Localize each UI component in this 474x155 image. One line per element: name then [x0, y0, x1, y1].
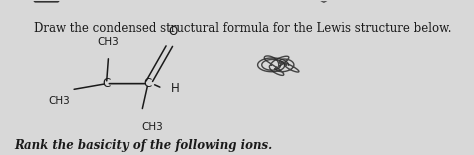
Text: O: O — [168, 24, 177, 38]
Text: CH3: CH3 — [48, 96, 70, 106]
Text: Rank the basicity of the following ions.: Rank the basicity of the following ions. — [15, 139, 273, 152]
Text: Draw the condensed structural formula for the Lewis structure below.: Draw the condensed structural formula fo… — [35, 22, 452, 35]
Text: CH3: CH3 — [142, 122, 164, 132]
Text: C: C — [144, 77, 152, 90]
Text: C: C — [102, 77, 110, 90]
Text: H: H — [171, 82, 180, 95]
Text: CH3: CH3 — [98, 37, 119, 47]
